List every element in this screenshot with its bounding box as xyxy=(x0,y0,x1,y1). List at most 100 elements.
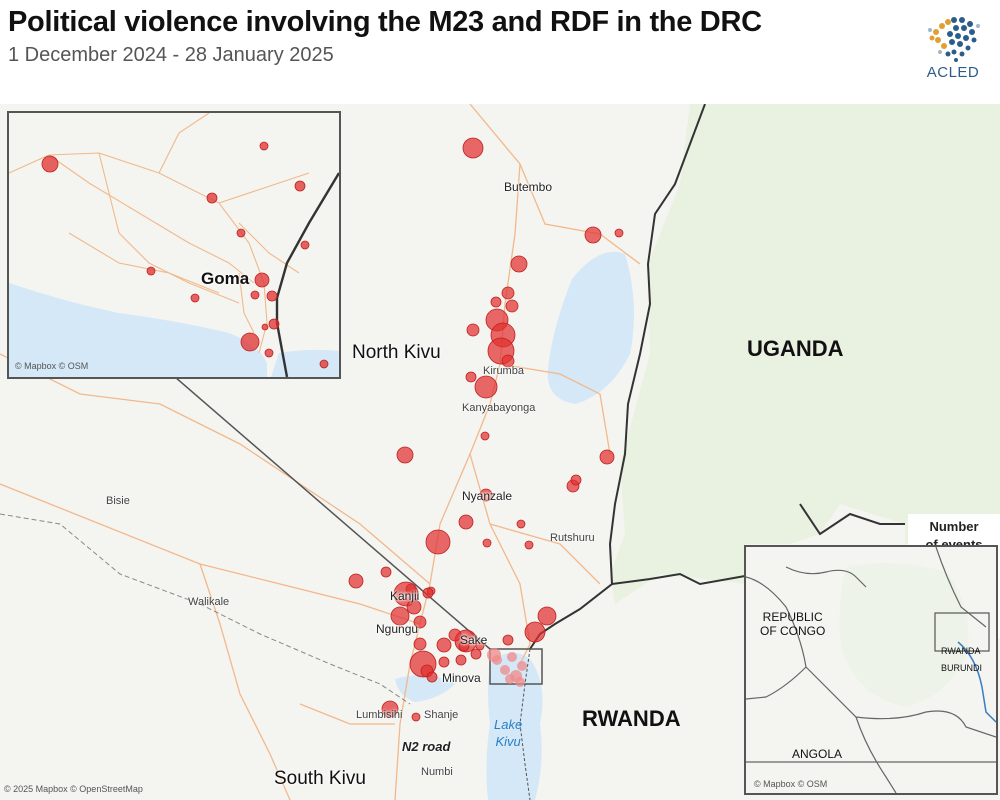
goma-event-marker xyxy=(146,266,156,276)
region-extent-box xyxy=(934,612,990,652)
event-marker xyxy=(510,255,528,273)
province-border xyxy=(0,513,411,705)
event-marker xyxy=(458,514,474,530)
event-marker xyxy=(584,226,602,244)
event-marker xyxy=(505,674,515,684)
event-marker xyxy=(390,606,410,626)
goma-attribution[interactable]: © Mapbox © OSM xyxy=(15,361,89,371)
uganda-rwanda-border xyxy=(611,572,746,586)
event-marker xyxy=(426,671,438,683)
event-marker xyxy=(517,661,527,671)
label-region-burundi: BURUNDI xyxy=(941,663,983,673)
event-marker xyxy=(474,375,498,399)
uganda-border-east xyxy=(799,503,905,536)
event-marker xyxy=(537,606,557,626)
town-numbi: Numbi xyxy=(421,766,453,778)
event-marker xyxy=(470,648,482,660)
event-marker xyxy=(492,655,502,665)
town-minova: Minova xyxy=(442,671,481,685)
town-nyanzale: Nyanzale xyxy=(462,489,513,503)
event-marker xyxy=(502,634,514,646)
event-markers xyxy=(348,137,624,722)
event-marker xyxy=(448,628,462,642)
region-attribution[interactable]: © Mapbox © OSM xyxy=(754,779,828,789)
event-marker xyxy=(482,538,492,548)
lake-kivu-bay xyxy=(395,675,455,702)
goma-roads xyxy=(9,113,310,354)
town-shanje: Shanje xyxy=(424,709,459,721)
event-marker xyxy=(465,371,477,383)
event-marker xyxy=(422,587,434,599)
event-marker xyxy=(515,677,525,687)
event-marker xyxy=(406,599,422,615)
event-marker xyxy=(516,519,526,529)
event-marker xyxy=(425,529,451,555)
goma-border xyxy=(275,172,339,377)
goma-event-markers xyxy=(41,141,329,369)
event-marker xyxy=(380,566,392,578)
lake-kivu-line1: Lake xyxy=(494,717,523,732)
event-marker xyxy=(411,712,421,722)
event-marker xyxy=(413,615,427,629)
region-borders xyxy=(746,547,996,793)
event-marker xyxy=(436,637,452,653)
event-marker xyxy=(396,446,414,464)
event-marker xyxy=(438,656,450,668)
town-kanjii: Kanjii xyxy=(390,589,420,603)
goma-event-marker xyxy=(300,240,310,250)
region-inset-canvas xyxy=(746,547,996,793)
event-marker xyxy=(458,640,470,652)
lake-edward xyxy=(547,251,634,404)
goma-event-marker xyxy=(319,359,329,369)
goma-event-marker xyxy=(266,290,278,302)
main-map[interactable]: UGANDA RWANDA North Kivu South Kivu Bute… xyxy=(0,104,1000,800)
goma-event-marker xyxy=(240,332,260,352)
inset-connector xyxy=(174,376,491,650)
legend-title-line1: Number xyxy=(929,519,979,534)
map-title: Political violence involving the M23 and… xyxy=(8,6,762,38)
town-butembo: Butembo xyxy=(504,180,553,194)
label-north-kivu: North Kivu xyxy=(352,342,441,363)
event-marker xyxy=(505,299,519,313)
event-marker xyxy=(455,654,467,666)
town-walikale: Walikale xyxy=(188,596,230,608)
lake-tanganyika xyxy=(957,641,996,723)
region-drc-fill xyxy=(839,563,969,707)
event-marker xyxy=(599,449,615,465)
town-rutshuru: Rutshuru xyxy=(550,532,595,544)
town-sake: Sake xyxy=(460,633,488,647)
event-marker xyxy=(490,296,502,308)
label-angola: ANGOLA xyxy=(792,747,843,761)
event-marker xyxy=(413,637,427,651)
event-marker xyxy=(524,621,546,643)
goma-event-marker xyxy=(254,272,270,288)
town-kirumba: Kirumba xyxy=(483,365,524,377)
drc-uganda-border xyxy=(529,104,706,650)
goma-event-marker xyxy=(294,180,306,192)
map-attribution[interactable]: © 2025 Mapbox © OpenStreetMap xyxy=(4,784,143,794)
goma-event-marker xyxy=(41,155,59,173)
town-ngungu: Ngungu xyxy=(376,622,419,636)
goma-event-marker xyxy=(190,293,200,303)
congo-line2: OF CONGO xyxy=(760,624,826,638)
event-marker xyxy=(348,573,364,589)
event-marker xyxy=(500,665,510,675)
event-marker xyxy=(475,641,485,651)
label-republic-of-congo: REPUBLIC OF CONGO xyxy=(760,610,825,638)
goma-inset-canvas xyxy=(9,113,339,377)
region-inset[interactable]: REPUBLIC OF CONGO ANGOLA RWANDA BURUNDI … xyxy=(744,545,998,795)
label-region-rwanda: RWANDA xyxy=(941,646,981,656)
goma-event-marker xyxy=(250,290,260,300)
label-goma: Goma xyxy=(201,269,250,288)
event-marker xyxy=(501,286,515,300)
goma-event-marker xyxy=(268,318,280,330)
label-uganda: UGANDA xyxy=(747,336,844,361)
event-marker xyxy=(480,431,490,441)
event-marker xyxy=(614,228,624,238)
event-marker xyxy=(524,540,534,550)
event-marker xyxy=(501,354,515,368)
lake-kivu-border xyxy=(519,648,531,800)
goma-event-marker xyxy=(236,228,246,238)
town-lumbisihi: Lumbisihi xyxy=(356,709,403,721)
goma-inset[interactable]: Goma © Mapbox © OSM xyxy=(7,111,341,379)
